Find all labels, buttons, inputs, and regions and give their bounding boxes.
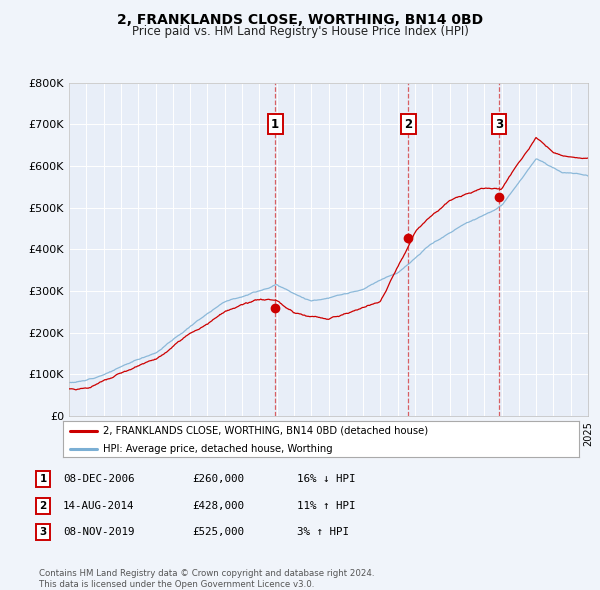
Text: 2: 2 (404, 118, 412, 131)
Text: 2, FRANKLANDS CLOSE, WORTHING, BN14 0BD: 2, FRANKLANDS CLOSE, WORTHING, BN14 0BD (117, 13, 483, 27)
Text: 2, FRANKLANDS CLOSE, WORTHING, BN14 0BD (detached house): 2, FRANKLANDS CLOSE, WORTHING, BN14 0BD … (103, 426, 428, 436)
Text: 3: 3 (40, 527, 47, 537)
Text: £525,000: £525,000 (192, 527, 244, 537)
Text: 14-AUG-2014: 14-AUG-2014 (63, 501, 134, 510)
Text: 16% ↓ HPI: 16% ↓ HPI (297, 474, 355, 484)
Text: HPI: Average price, detached house, Worthing: HPI: Average price, detached house, Wort… (103, 444, 333, 454)
Text: 1: 1 (271, 118, 279, 131)
Text: 11% ↑ HPI: 11% ↑ HPI (297, 501, 355, 510)
Text: 08-DEC-2006: 08-DEC-2006 (63, 474, 134, 484)
Text: Contains HM Land Registry data © Crown copyright and database right 2024.
This d: Contains HM Land Registry data © Crown c… (39, 569, 374, 589)
Text: £260,000: £260,000 (192, 474, 244, 484)
Text: 3: 3 (495, 118, 503, 131)
Text: 2: 2 (40, 501, 47, 510)
Text: 3% ↑ HPI: 3% ↑ HPI (297, 527, 349, 537)
Text: Price paid vs. HM Land Registry's House Price Index (HPI): Price paid vs. HM Land Registry's House … (131, 25, 469, 38)
Text: 1: 1 (40, 474, 47, 484)
Text: £428,000: £428,000 (192, 501, 244, 510)
Text: 08-NOV-2019: 08-NOV-2019 (63, 527, 134, 537)
